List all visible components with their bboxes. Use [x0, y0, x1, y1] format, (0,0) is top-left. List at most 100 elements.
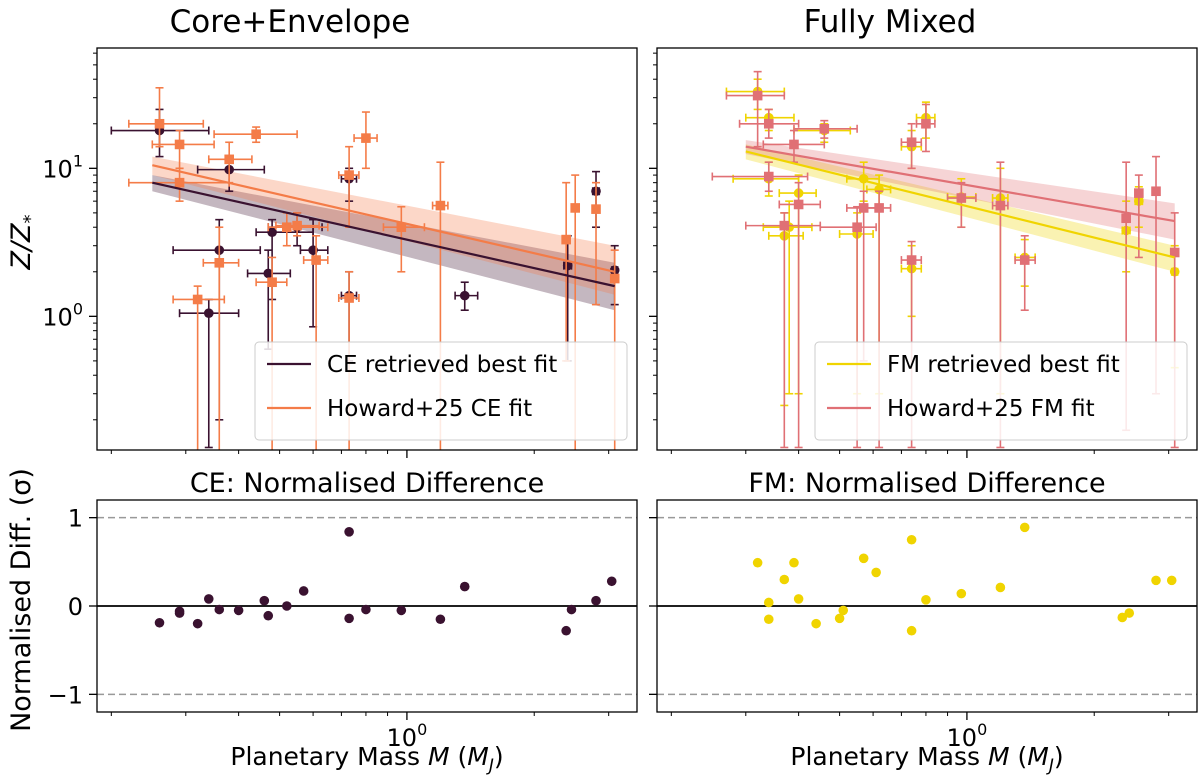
data-point-square — [174, 139, 185, 150]
data-point-circle — [263, 268, 274, 279]
diff-point — [154, 617, 165, 628]
diff-point — [591, 595, 601, 606]
data-point-square — [763, 118, 774, 129]
diff-point — [789, 557, 799, 568]
data-point-square — [174, 177, 185, 188]
diff-point — [174, 608, 185, 618]
data-point-circle — [203, 308, 214, 318]
diff-point — [1019, 522, 1030, 533]
diff-point — [779, 574, 790, 585]
data-point-square — [1134, 188, 1144, 198]
data-point-square — [1121, 213, 1131, 224]
y-tick-label: 1 — [68, 505, 83, 533]
data-point-square — [591, 204, 601, 214]
diff-point — [566, 604, 577, 615]
diff-point — [1117, 612, 1128, 623]
data-point-square — [956, 193, 967, 203]
fm-bottom-panel: 100 — [649, 499, 1198, 752]
data-point-square — [435, 200, 446, 211]
fit-line — [152, 164, 615, 273]
data-point-square — [154, 118, 165, 129]
axes-frame — [96, 47, 638, 451]
diff-point — [956, 588, 967, 599]
data-point-square — [214, 257, 225, 268]
data-point-square — [906, 255, 917, 265]
data-point-square — [282, 222, 292, 233]
data-point-circle — [562, 260, 573, 271]
x-tick-label: 100 — [387, 720, 428, 752]
plot-area — [711, 70, 1180, 449]
legend-label: Howard+25 CE fit — [327, 396, 532, 422]
diff-point — [752, 557, 763, 568]
ce-bottom-panel: 1 0 −1 100 — [48, 499, 638, 752]
diff-point — [763, 614, 774, 625]
data-point-square — [1019, 255, 1030, 265]
data-point-square — [921, 118, 931, 129]
diff-point — [793, 594, 804, 604]
data-point-circle — [459, 290, 470, 301]
legend-box — [254, 341, 628, 441]
diff-point — [858, 553, 869, 564]
diff-point — [561, 625, 571, 636]
diff-point — [282, 601, 292, 611]
bottom-y-axis-label: Normalised Diff. (σ) — [6, 468, 37, 732]
fm-column-title: Fully Mixed — [804, 4, 977, 40]
data-point-square — [292, 220, 302, 231]
data-point-square — [267, 277, 277, 288]
data-point-square — [344, 170, 354, 180]
top-y-axis-label: Z/Z* — [6, 214, 41, 270]
data-point-square — [763, 171, 774, 182]
data-point-square — [1151, 186, 1161, 197]
x-tick-label: 100 — [947, 720, 988, 752]
y-tick-label-10: 101 — [42, 151, 83, 183]
data-point-square — [906, 137, 917, 148]
diff-point — [298, 586, 309, 596]
diff-point — [921, 595, 931, 605]
fit-line — [152, 181, 615, 288]
diff-point — [396, 605, 407, 616]
diff-point — [263, 610, 274, 621]
fm-x-axis-label: Planetary Mass M (MJ) — [790, 742, 1063, 776]
diff-point — [763, 597, 774, 608]
data-point-square — [311, 255, 321, 265]
data-point-square — [789, 139, 799, 150]
axes-frame — [656, 47, 1198, 451]
data-point-square — [874, 203, 884, 213]
legend-label: FM retrieved best fit — [887, 352, 1120, 378]
diff-point — [1124, 608, 1135, 618]
diff-point — [838, 605, 849, 616]
data-point-square — [224, 154, 235, 165]
data-point-square — [1169, 247, 1180, 258]
data-point-square — [852, 222, 862, 233]
y-tick-label: −1 — [48, 681, 83, 709]
fit-band — [745, 144, 1175, 272]
data-point-square — [609, 273, 620, 284]
y-tick-label: 0 — [68, 593, 83, 621]
diff-point — [459, 581, 470, 592]
data-point-square — [344, 293, 354, 303]
legend-box — [814, 341, 1188, 441]
data-point-square — [995, 200, 1006, 211]
fit-band — [745, 140, 1175, 240]
diff-point — [834, 613, 845, 624]
diff-point — [871, 567, 881, 578]
diff-point — [192, 618, 203, 629]
fit-line — [745, 145, 1175, 223]
diff-point — [606, 576, 617, 587]
data-point-square — [752, 90, 763, 101]
fit-line — [745, 150, 1175, 259]
data-point-square — [779, 220, 790, 231]
ce-top-panel: 101 100 CE retrieved best fit Howard+25 CE … — [42, 47, 638, 458]
data-point-square — [396, 222, 407, 233]
y-tick-label-1: 100 — [42, 299, 83, 331]
diff-point — [811, 618, 821, 629]
ce-column-title: Core+Envelope — [170, 4, 411, 40]
diff-point — [1151, 575, 1161, 586]
diff-point — [233, 605, 244, 616]
data-point-square — [858, 203, 869, 213]
diff-point — [214, 604, 225, 615]
legend-label: Howard+25 FM fit — [887, 396, 1095, 422]
ce-x-axis-label: Planetary Mass M (MJ) — [230, 742, 503, 776]
data-point-square — [251, 129, 261, 140]
